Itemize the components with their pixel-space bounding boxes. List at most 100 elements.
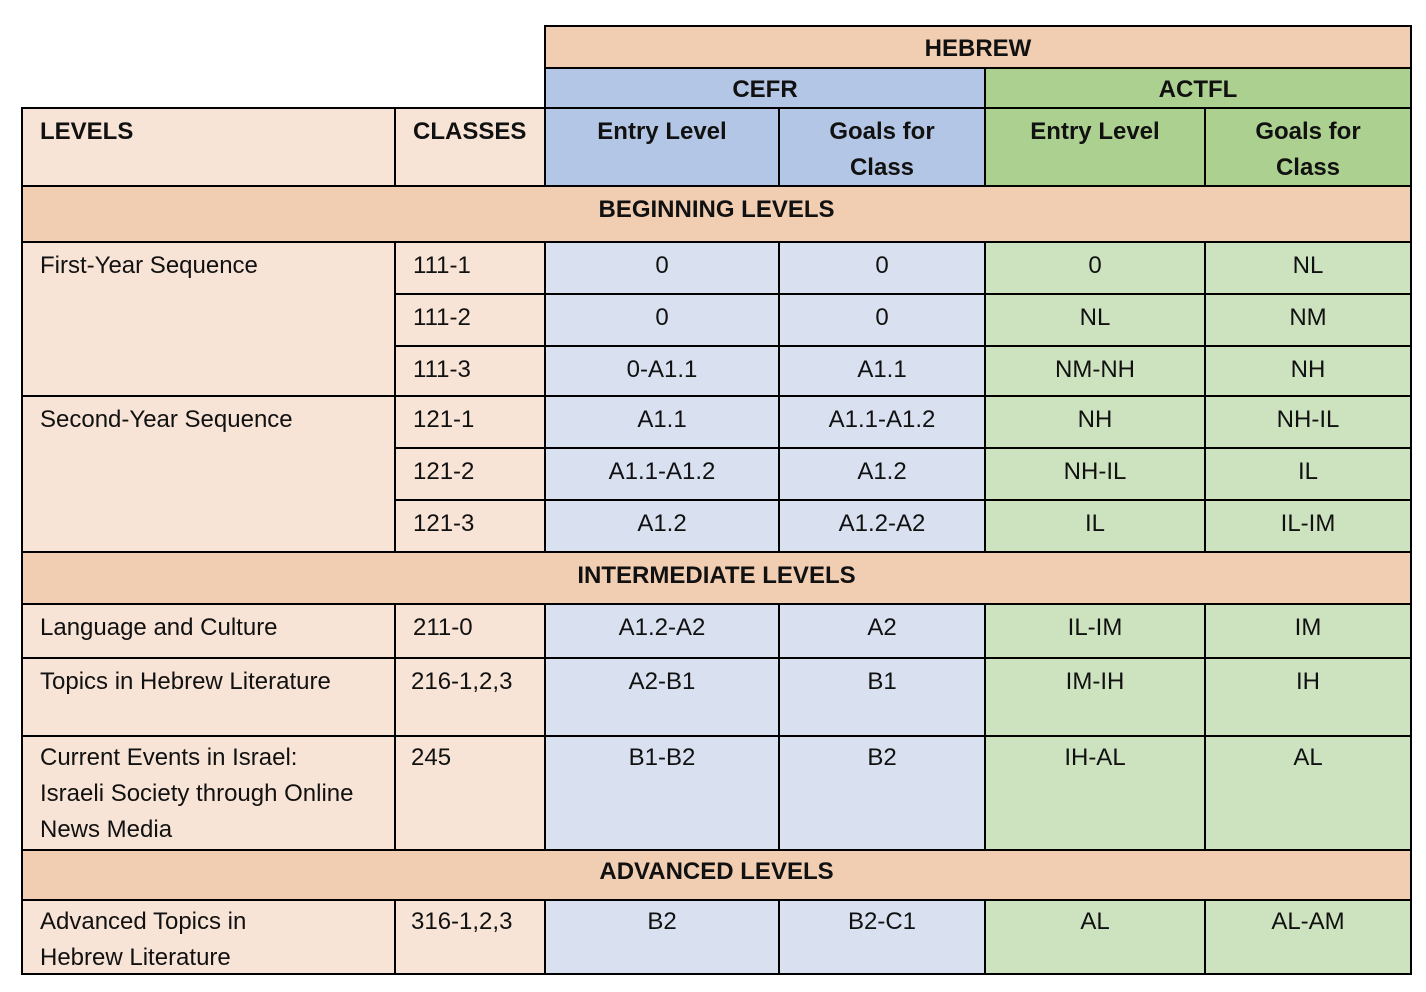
classes-column-header: CLASSES: [395, 108, 545, 186]
grid-line: [21, 395, 1412, 397]
grid-line: [394, 345, 1412, 347]
group-first-year: First-Year Sequence: [22, 242, 395, 396]
class-code: 216-1,2,3: [395, 658, 545, 736]
grid-line: [778, 899, 780, 975]
grid-line: [544, 899, 546, 975]
cefr-entry-cell: A1.2-A2: [545, 604, 779, 658]
actfl-entry-cell: NL: [985, 294, 1205, 346]
grid-line: [544, 67, 1412, 69]
actfl-entry-cell: AL: [985, 900, 1205, 974]
grid-line: [544, 241, 546, 553]
grid-line: [394, 293, 1412, 295]
grid-line: [544, 25, 546, 187]
cefr-entry-cell: A1.2: [545, 500, 779, 552]
actfl-entry-header: Entry Level: [985, 108, 1205, 186]
class-code: 121-3: [395, 500, 545, 552]
cefr-entry-cell: B1-B2: [545, 736, 779, 850]
cefr-goal-cell: A1.1: [779, 346, 985, 396]
grid-line: [1204, 241, 1206, 553]
grid-line: [778, 603, 780, 851]
actfl-goal-cell: IH: [1205, 658, 1411, 736]
class-code: 111-1: [395, 242, 545, 294]
grid-line: [1204, 603, 1206, 851]
level-name: Current Events in Israel: Israeli Societ…: [22, 736, 395, 850]
language-header: HEBREW: [545, 26, 1411, 68]
grid-line: [778, 107, 780, 187]
grid-line: [1204, 107, 1206, 187]
class-code: 121-2: [395, 448, 545, 500]
actfl-entry-cell: NH: [985, 396, 1205, 448]
actfl-goal-cell: IL: [1205, 448, 1411, 500]
grid-line: [21, 107, 1412, 109]
class-code: 121-1: [395, 396, 545, 448]
grid-line: [21, 551, 1412, 553]
level-name: Language and Culture: [22, 604, 395, 658]
cefr-entry-cell: 0: [545, 242, 779, 294]
actfl-goal-cell: IM: [1205, 604, 1411, 658]
cefr-header: CEFR: [545, 68, 985, 108]
grid-line: [394, 499, 1412, 501]
grid-line: [394, 899, 396, 975]
cefr-goal-cell: 0: [779, 294, 985, 346]
actfl-entry-cell: IH-AL: [985, 736, 1205, 850]
cefr-goal-cell: A2: [779, 604, 985, 658]
grid-line: [21, 657, 1412, 659]
grid-line: [21, 735, 1412, 737]
actfl-goal-cell: IL-IM: [1205, 500, 1411, 552]
class-code: 111-3: [395, 346, 545, 396]
grid-line: [21, 603, 1412, 605]
cefr-entry-cell: A2-B1: [545, 658, 779, 736]
actfl-goal-cell: NL: [1205, 242, 1411, 294]
group-second-year: Second-Year Sequence: [22, 396, 395, 552]
actfl-entry-cell: 0: [985, 242, 1205, 294]
grid-line: [394, 107, 396, 187]
cefr-entry-cell: 0: [545, 294, 779, 346]
cefr-goal-cell: A1.2: [779, 448, 985, 500]
grid-line: [984, 899, 986, 975]
grid-line: [544, 25, 1412, 27]
grid-line: [394, 447, 1412, 449]
grid-line: [984, 67, 986, 187]
cefr-goal-cell: A1.1-A1.2: [779, 396, 985, 448]
actfl-goal-cell: AL-AM: [1205, 900, 1411, 974]
level-name: Topics in Hebrew Literature: [22, 658, 395, 736]
cefr-entry-cell: B2: [545, 900, 779, 974]
cefr-goal-cell: B1: [779, 658, 985, 736]
actfl-entry-cell: NM-NH: [985, 346, 1205, 396]
section-beginning: BEGINNING LEVELS: [22, 186, 1411, 242]
section-advanced: ADVANCED LEVELS: [22, 850, 1411, 900]
grid-line: [21, 849, 1412, 851]
cefr-goal-cell: B2-C1: [779, 900, 985, 974]
actfl-goal-cell: NM: [1205, 294, 1411, 346]
grid-line: [984, 241, 986, 553]
actfl-entry-cell: IM-IH: [985, 658, 1205, 736]
grid-line: [1410, 25, 1412, 975]
level-name: Advanced Topics in Hebrew Literature: [22, 900, 395, 974]
cefr-goals-header: Goals for Class: [779, 108, 985, 186]
section-intermediate: INTERMEDIATE LEVELS: [22, 552, 1411, 604]
grid-line: [21, 973, 1412, 975]
cefr-entry-header: Entry Level: [545, 108, 779, 186]
cefr-goal-cell: B2: [779, 736, 985, 850]
class-code: 245: [395, 736, 545, 850]
levels-column-header: LEVELS: [22, 108, 395, 186]
actfl-entry-cell: IL: [985, 500, 1205, 552]
cefr-entry-cell: A1.1: [545, 396, 779, 448]
grid-line: [778, 241, 780, 553]
actfl-entry-cell: NH-IL: [985, 448, 1205, 500]
class-code: 316-1,2,3: [395, 900, 545, 974]
actfl-header: ACTFL: [985, 68, 1411, 108]
grid-line: [21, 107, 23, 975]
grid-line: [394, 241, 396, 553]
actfl-entry-cell: IL-IM: [985, 604, 1205, 658]
grid-line: [21, 899, 1412, 901]
cefr-entry-cell: 0-A1.1: [545, 346, 779, 396]
grid-line: [394, 603, 396, 851]
cefr-goal-cell: A1.2-A2: [779, 500, 985, 552]
actfl-goals-header: Goals for Class: [1205, 108, 1411, 186]
cefr-entry-cell: A1.1-A1.2: [545, 448, 779, 500]
grid-line: [984, 603, 986, 851]
grid-line: [544, 603, 546, 851]
grid-line: [21, 185, 1412, 187]
actfl-goal-cell: NH: [1205, 346, 1411, 396]
